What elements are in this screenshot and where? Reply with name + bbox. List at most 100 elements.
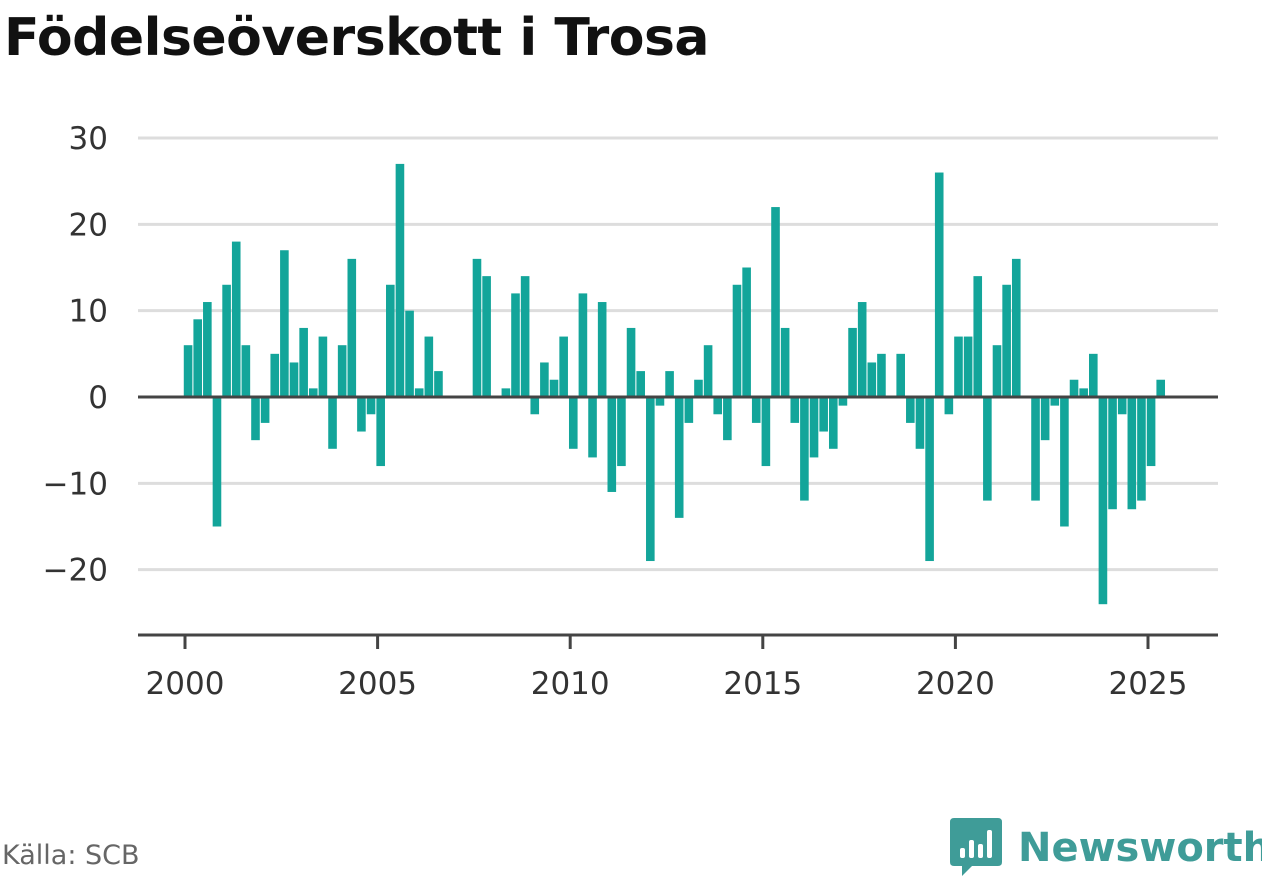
bar bbox=[212, 397, 222, 527]
bar bbox=[1098, 397, 1108, 605]
y-tick-label: 30 bbox=[69, 121, 108, 157]
bar bbox=[1108, 397, 1117, 510]
bar bbox=[626, 327, 636, 397]
bar bbox=[992, 345, 1002, 397]
bar bbox=[915, 397, 925, 449]
bar bbox=[848, 327, 857, 397]
bar bbox=[655, 397, 665, 406]
bar bbox=[1137, 397, 1146, 501]
bar bbox=[761, 397, 771, 467]
bar bbox=[983, 397, 992, 501]
bar bbox=[973, 276, 983, 397]
bar bbox=[963, 336, 973, 397]
y-axis-tick-labels: 30 20 10 0 −10 −20 bbox=[43, 121, 108, 589]
bar bbox=[472, 258, 482, 397]
bar bbox=[280, 250, 289, 397]
bar bbox=[260, 397, 270, 423]
bar bbox=[684, 397, 694, 423]
bar bbox=[328, 397, 337, 449]
bar bbox=[751, 397, 761, 423]
bar bbox=[530, 397, 540, 415]
bar bbox=[251, 397, 260, 441]
bar-chart-speech-bubble-icon bbox=[950, 818, 1002, 876]
x-tick-label: 2025 bbox=[1109, 666, 1188, 702]
bar bbox=[270, 353, 280, 397]
bar bbox=[405, 310, 414, 397]
y-tick-label: 10 bbox=[69, 294, 108, 330]
bar bbox=[800, 397, 809, 501]
bar bbox=[819, 397, 828, 432]
y-tick-label: −10 bbox=[43, 466, 108, 502]
bar bbox=[713, 397, 723, 415]
x-axis-tick-labels: 2000 2005 2010 2015 2020 2025 bbox=[146, 635, 1188, 702]
bar bbox=[954, 336, 963, 397]
bars bbox=[183, 163, 1166, 605]
bar bbox=[376, 397, 385, 467]
bar bbox=[183, 345, 193, 397]
bar bbox=[597, 302, 607, 397]
bar bbox=[337, 345, 347, 397]
bar bbox=[1069, 379, 1079, 397]
bar bbox=[299, 327, 308, 397]
bar bbox=[347, 258, 357, 397]
x-tick-label: 2010 bbox=[531, 666, 610, 702]
bar bbox=[482, 276, 491, 397]
y-tick-label: −20 bbox=[43, 553, 108, 589]
bar bbox=[549, 379, 559, 397]
x-tick-label: 2000 bbox=[146, 666, 225, 702]
bar bbox=[1002, 284, 1011, 397]
bar bbox=[925, 397, 934, 562]
bar bbox=[694, 379, 703, 397]
brand-name: Newsworthy bbox=[1018, 825, 1262, 871]
bar bbox=[434, 371, 443, 397]
bar bbox=[511, 293, 520, 397]
bar bbox=[588, 397, 597, 458]
y-tick-label: 20 bbox=[69, 207, 108, 243]
bar bbox=[193, 319, 203, 397]
axes bbox=[138, 395, 1218, 637]
bar bbox=[1089, 353, 1098, 397]
bar bbox=[1079, 388, 1088, 397]
bar bbox=[1031, 397, 1040, 501]
bar bbox=[674, 397, 684, 518]
bar bbox=[1011, 258, 1021, 397]
bar bbox=[1117, 397, 1127, 415]
bar bbox=[636, 371, 645, 397]
bar bbox=[308, 388, 318, 397]
bar bbox=[241, 345, 251, 397]
bar bbox=[386, 284, 395, 397]
bar bbox=[607, 397, 617, 492]
bar bbox=[1050, 397, 1060, 406]
x-tick-label: 2005 bbox=[338, 666, 417, 702]
x-tick-label: 2020 bbox=[916, 666, 995, 702]
bar bbox=[665, 371, 674, 397]
bar bbox=[568, 397, 578, 449]
bar bbox=[578, 293, 588, 397]
bar bbox=[944, 397, 954, 415]
bar bbox=[520, 276, 530, 397]
bar bbox=[1156, 379, 1166, 397]
bar bbox=[318, 336, 328, 397]
bar bbox=[742, 267, 751, 397]
bar bbox=[1127, 397, 1137, 510]
bar bbox=[1060, 397, 1069, 527]
y-tick-label: 0 bbox=[88, 380, 108, 416]
bar bbox=[703, 345, 713, 397]
chart-title: Födelseöverskott i Trosa bbox=[4, 8, 709, 68]
source-note: Källa: SCB bbox=[2, 840, 140, 871]
bar bbox=[867, 362, 877, 397]
bar bbox=[934, 172, 944, 397]
bar bbox=[559, 336, 568, 397]
bar bbox=[366, 397, 376, 415]
bar bbox=[357, 397, 366, 432]
bar bbox=[617, 397, 626, 467]
bar bbox=[222, 284, 231, 397]
bar bbox=[896, 353, 906, 397]
bar bbox=[646, 397, 655, 562]
bar bbox=[414, 388, 424, 397]
bar bbox=[1040, 397, 1050, 441]
bar bbox=[809, 397, 819, 458]
bar bbox=[771, 207, 780, 397]
bar bbox=[203, 302, 212, 397]
